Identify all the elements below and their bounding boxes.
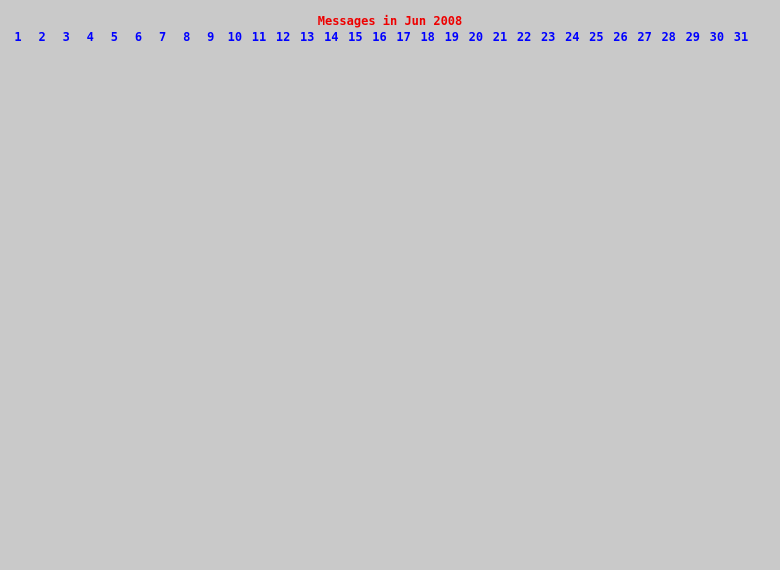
x-axis-day-labels: 1 2 3 4 5 6 7 8 9 10 11 12 13 14 15 16 17 18 19 20 21 22 23 24 2… [0,30,780,45]
x-axis-day-label: 21 [492,30,508,44]
x-axis-day-label: 3 [62,30,70,44]
x-axis-day-label: 31 [733,30,749,44]
x-axis-day-label: 24 [565,30,580,44]
x-axis-day-label: 23 [540,30,556,44]
x-axis-day-label: 14 [324,30,339,44]
x-axis-day-label: 10 [227,30,243,44]
x-axis-day-label: 1 [14,30,22,44]
x-axis-day-label: 12 [275,30,291,44]
x-axis-day-label: 11 [251,30,267,44]
x-axis-day-label: 16 [372,30,387,44]
x-axis-day-label: 5 [110,30,119,44]
x-axis-day-label: 27 [637,30,652,44]
plot-area [0,45,780,570]
x-axis-day-label: 19 [444,30,460,44]
x-axis-day-label: 13 [299,30,315,44]
x-axis-day-label: 28 [661,30,676,44]
x-axis-day-label: 7 [158,30,167,44]
x-axis-day-label: 20 [468,30,484,44]
x-axis-day-label: 26 [613,30,628,44]
x-axis-day-label: 25 [589,30,604,44]
x-axis-day-label: 9 [207,30,215,44]
x-axis-day-label: 8 [183,30,191,44]
x-axis-day-label: 4 [86,30,94,44]
x-axis-day-label: 22 [516,30,532,44]
x-axis-day-label: 15 [348,30,363,44]
x-axis-day-label: 29 [685,30,701,44]
x-axis-day-label: 18 [420,30,435,44]
x-axis-day-label: 30 [709,30,725,44]
x-axis-day-label: 2 [38,30,46,44]
x-axis-day-label: 6 [134,30,143,44]
x-axis-day-label: 17 [396,30,411,44]
chart-title: Messages in Jun 2008 [317,14,463,28]
